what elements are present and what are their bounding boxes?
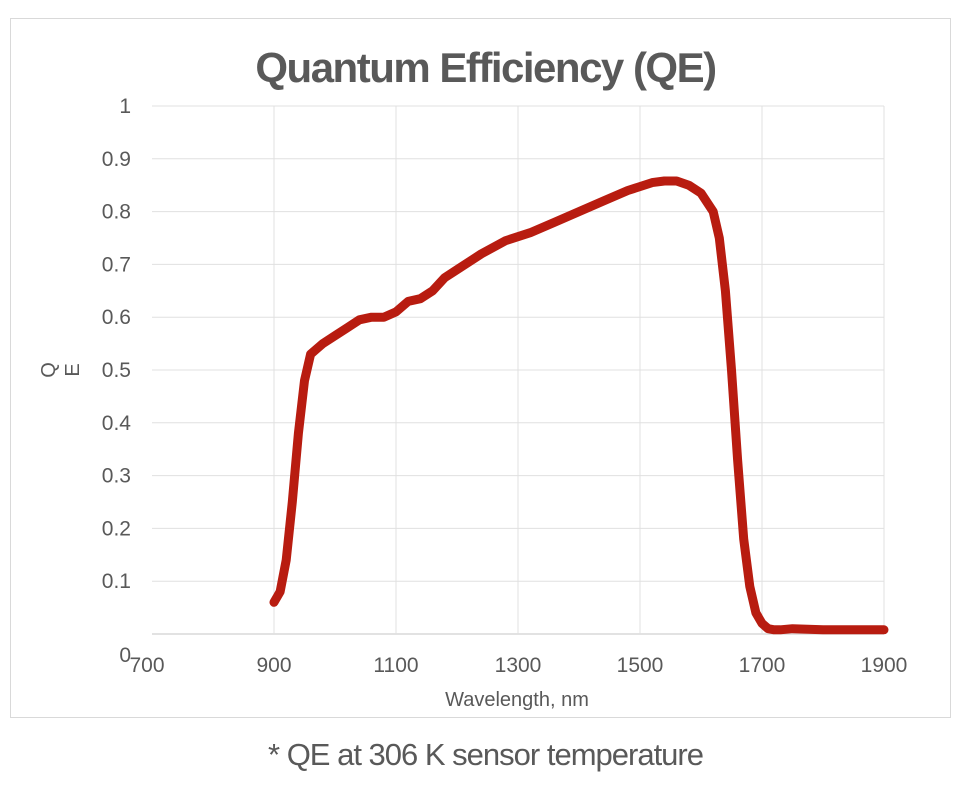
y-tick-label: 0.3 xyxy=(102,465,131,488)
y-tick-label: 0.7 xyxy=(102,253,131,276)
x-tick-label: 1700 xyxy=(739,654,786,677)
x-tick-label: 700 xyxy=(129,654,164,677)
y-tick-label: 0.1 xyxy=(102,570,131,593)
y-tick-label: 0.5 xyxy=(102,359,131,382)
y-tick-label: 1 xyxy=(119,95,131,118)
y-axis-label-char: E xyxy=(62,363,84,376)
x-tick-label: 1300 xyxy=(495,654,542,677)
x-tick-label: 900 xyxy=(256,654,291,677)
footnote: * QE at 306 K sensor temperature xyxy=(268,737,704,772)
y-tick-label: 0.8 xyxy=(102,201,131,224)
x-tick-label: 1900 xyxy=(861,654,908,677)
y-axis-label-char: Q xyxy=(38,362,60,378)
y-tick-label: 0 xyxy=(119,644,131,667)
y-tick-label: 0.6 xyxy=(102,306,131,329)
y-tick-label: 0.4 xyxy=(102,412,132,435)
chart-frame xyxy=(10,18,951,718)
y-tick-label: 0.2 xyxy=(102,517,131,540)
chart-title: Quantum Efficiency (QE) xyxy=(255,44,717,91)
y-tick-label: 0.9 xyxy=(102,148,131,171)
x-tick-label: 1100 xyxy=(373,654,418,677)
qe-series-line xyxy=(269,176,889,635)
x-axis-label: Wavelength, nm xyxy=(445,689,589,711)
x-tick-label: 1500 xyxy=(617,654,664,677)
